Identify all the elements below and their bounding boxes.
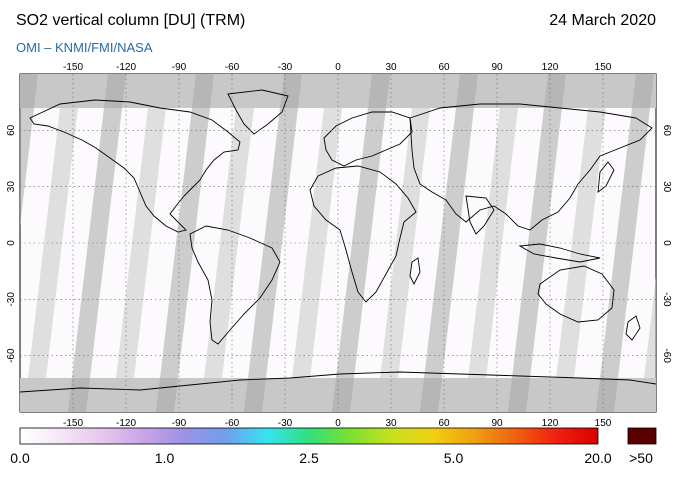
lon-tick-label: 60	[438, 418, 450, 429]
orbit-band	[420, 74, 478, 412]
lat-tick-label-left: 30	[6, 181, 17, 193]
asia-coast	[409, 103, 653, 231]
lon-tick-label: -120	[116, 62, 136, 73]
africa-coast	[309, 165, 417, 303]
tick-labels: -150 -150 -120 -120 -90 -90 -60 -60 -30 -30 0 0 30 30…	[6, 62, 672, 429]
colorbar-tick-label: 20.0	[584, 450, 612, 466]
lat-tick-label-right: 60	[661, 125, 672, 137]
orbit-band	[112, 74, 170, 412]
lat-tick-label-right: 30	[661, 181, 672, 193]
lon-tick-label: -60	[225, 62, 240, 73]
lon-tick-label: 60	[438, 62, 450, 73]
lon-tick-label: -60	[225, 418, 240, 429]
greenland-coast	[227, 89, 289, 135]
lat-tick-label-left: -30	[6, 292, 17, 307]
orbit-band	[508, 74, 566, 412]
lon-tick-label: 90	[491, 418, 503, 429]
orbit-band	[200, 74, 258, 412]
lat-tick-label-left: 0	[6, 240, 17, 246]
coastlines	[20, 89, 656, 393]
lat-tick-label-right: -30	[661, 292, 672, 307]
indonesia-coast	[518, 243, 601, 263]
australia-coast	[537, 265, 615, 323]
lon-tick-label: -150	[63, 62, 83, 73]
lon-tick-label: 120	[542, 62, 559, 73]
lon-tick-label: 150	[595, 62, 612, 73]
madagascar-coast	[409, 257, 421, 286]
colorbar-tick-label: 0.0	[10, 450, 30, 466]
colorbar-overflow-label: >50	[629, 450, 653, 466]
orbit-band	[552, 74, 610, 412]
lon-tick-label: 0	[335, 418, 341, 429]
lon-tick-label: 30	[385, 62, 397, 73]
orbit-band	[640, 276, 656, 412]
colorbar-overflow-swatch	[627, 427, 657, 445]
north-america-coast	[29, 99, 241, 233]
colorbar-tick-label: 2.5	[299, 450, 319, 466]
japan-coast	[597, 161, 615, 193]
orbit-band	[376, 74, 434, 412]
lon-tick-label: 150	[595, 418, 612, 429]
lat-tick-label-left: -60	[6, 348, 17, 363]
colorbar	[19, 427, 599, 445]
map-title: SO2 vertical column [DU] (TRM)	[16, 12, 246, 29]
colorbar-tick-label: 1.0	[154, 450, 175, 466]
new-zealand-coast	[625, 315, 641, 341]
orbit-band	[596, 74, 654, 412]
lon-tick-label: -120	[116, 418, 136, 429]
lat-tick-label-right: 0	[661, 240, 672, 246]
lon-tick-label: -30	[278, 418, 293, 429]
lon-tick-label: 0	[335, 62, 341, 73]
orbit-band	[24, 74, 82, 412]
lon-tick-label: 30	[385, 418, 397, 429]
data-credit: OMI – KNMI/FMI/NASA	[16, 40, 153, 55]
orbit-band	[332, 74, 390, 412]
colorbar-tick-label: 5.0	[443, 450, 464, 466]
lon-tick-label: -90	[172, 418, 187, 429]
antarctica-coast	[20, 371, 656, 393]
orbit-band	[156, 74, 214, 412]
lon-tick-label: -30	[278, 62, 293, 73]
map-date: 24 March 2020	[549, 12, 656, 29]
orbit-band	[20, 74, 38, 227]
lon-tick-label: -90	[172, 62, 187, 73]
lon-tick-label: 90	[491, 62, 503, 73]
south-america-coast	[189, 225, 281, 345]
lon-tick-label: 120	[542, 418, 559, 429]
lon-tick-label: -150	[63, 418, 83, 429]
lat-tick-label-left: 60	[6, 124, 17, 136]
lat-tick-label-right: -60	[661, 348, 672, 363]
india-coast	[465, 195, 495, 235]
europe-coast	[323, 111, 413, 167]
